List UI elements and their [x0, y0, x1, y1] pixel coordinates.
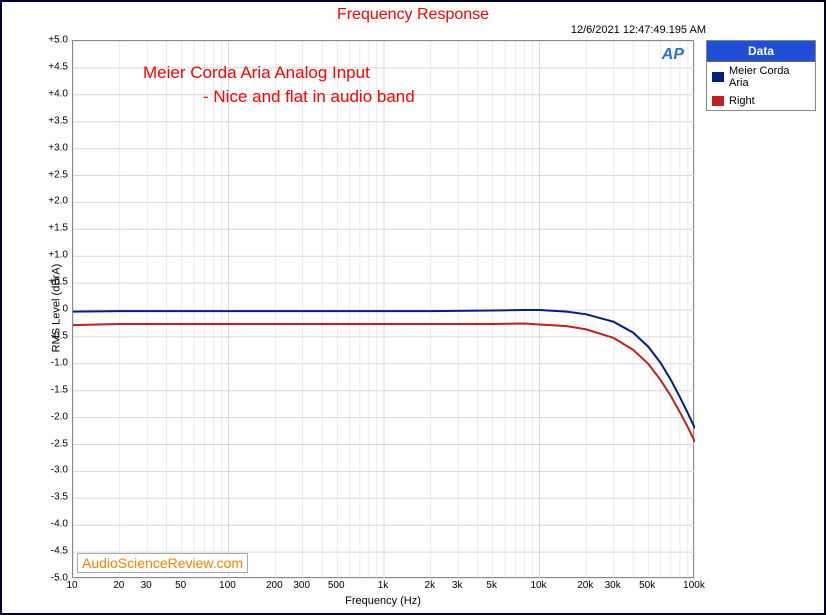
legend-item: Right — [707, 92, 815, 110]
annotation-1: Meier Corda Aria Analog Input — [143, 63, 370, 83]
y-tick: -4.5 — [38, 546, 68, 557]
legend-body: Meier Corda Aria Right — [707, 62, 815, 110]
legend-label: Meier Corda Aria — [729, 65, 810, 89]
y-tick: -0.5 — [38, 330, 68, 341]
x-tick: 20 — [113, 580, 124, 591]
legend-swatch — [712, 96, 724, 106]
x-tick: 50 — [175, 580, 186, 591]
plot-svg — [73, 41, 695, 579]
y-tick: -5.0 — [38, 573, 68, 584]
y-tick: +1.0 — [38, 250, 68, 261]
x-tick: 20k — [577, 580, 593, 591]
y-tick: +4.5 — [38, 61, 68, 72]
plot-area: Meier Corda Aria Analog Input - Nice and… — [72, 40, 694, 578]
y-tick: +5.0 — [38, 35, 68, 46]
y-tick: -1.5 — [38, 384, 68, 395]
y-tick: +3.0 — [38, 142, 68, 153]
legend-item: Meier Corda Aria — [707, 62, 815, 92]
y-tick: +2.5 — [38, 169, 68, 180]
x-tick: 10k — [530, 580, 546, 591]
x-tick: 50k — [639, 580, 655, 591]
legend-header: Data — [707, 41, 815, 62]
x-tick: 30k — [605, 580, 621, 591]
x-tick: 1k — [378, 580, 389, 591]
y-tick: +1.5 — [38, 223, 68, 234]
watermark: AudioScienceReview.com — [77, 553, 248, 573]
x-tick: 200 — [266, 580, 283, 591]
y-tick: -2.5 — [38, 438, 68, 449]
annotation-2: - Nice and flat in audio band — [203, 87, 415, 107]
y-tick: -2.0 — [38, 411, 68, 422]
x-tick: 300 — [293, 580, 310, 591]
x-tick: 100 — [219, 580, 236, 591]
chart-container: Frequency Response 12/6/2021 12:47:49.19… — [2, 2, 824, 613]
y-tick: +4.0 — [38, 88, 68, 99]
x-tick: 100k — [683, 580, 705, 591]
chart-title: Frequency Response — [2, 6, 824, 24]
y-tick: -3.5 — [38, 492, 68, 503]
x-tick: 3k — [452, 580, 463, 591]
x-tick: 500 — [328, 580, 345, 591]
legend-swatch — [712, 72, 724, 82]
y-tick: +0.5 — [38, 277, 68, 288]
timestamp: 12/6/2021 12:47:49.195 AM — [571, 24, 706, 36]
x-tick: 10 — [66, 580, 77, 591]
legend-label: Right — [729, 95, 755, 107]
x-tick: 5k — [486, 580, 497, 591]
x-axis-label: Frequency (Hz) — [72, 595, 694, 607]
y-tick: 0 — [38, 304, 68, 315]
y-tick: -3.0 — [38, 465, 68, 476]
ap-logo: AP — [662, 46, 684, 64]
y-tick: -1.0 — [38, 357, 68, 368]
y-tick: +2.0 — [38, 196, 68, 207]
x-tick: 2k — [425, 580, 436, 591]
y-tick: -4.0 — [38, 519, 68, 530]
legend: Data Meier Corda Aria Right — [706, 40, 816, 111]
y-tick: +3.5 — [38, 115, 68, 126]
x-tick: 30 — [141, 580, 152, 591]
